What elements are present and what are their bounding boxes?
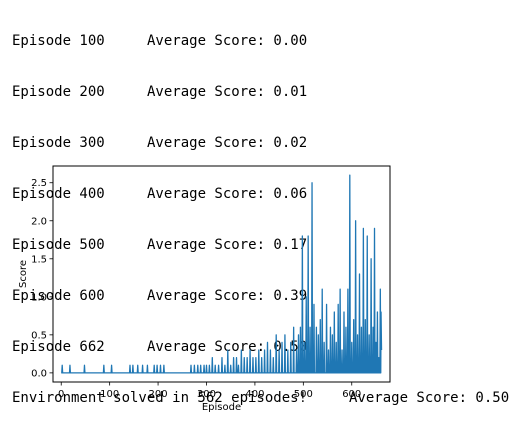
y-axis-label: Score — [18, 260, 29, 288]
x-tick-label: 0 — [58, 389, 64, 400]
average-score-label: Average Score: 0.02 — [147, 135, 307, 151]
x-tick-label: 600 — [342, 389, 361, 400]
y-tick-label: 1.5 — [31, 254, 47, 265]
episode-label: Episode 100 — [12, 33, 147, 50]
x-tick-label: 400 — [245, 389, 264, 400]
score-series-line — [61, 175, 381, 373]
console-line: Episode 100 Average Score: 0.00 — [12, 33, 509, 50]
console-line: Episode 200 Average Score: 0.01 — [12, 84, 509, 101]
average-score-label: Average Score: 0.00 — [147, 33, 307, 49]
x-axis: 0 100 200 300 400 500 600 — [58, 382, 361, 400]
console-line: Episode 300 Average Score: 0.02 — [12, 135, 509, 152]
y-tick-label: 2.0 — [31, 216, 47, 227]
score-chart: 0 100 200 300 400 500 600 0.0 0.5 1.0 1.5 2.0 2.5 E… — [0, 156, 522, 412]
y-tick-label: 0.5 — [31, 330, 47, 341]
episode-label: Episode 300 — [12, 135, 147, 152]
x-tick-label: 500 — [294, 389, 313, 400]
x-tick-label: 300 — [197, 389, 216, 400]
y-tick-label: 2.5 — [31, 178, 47, 189]
average-score-label: Average Score: 0.01 — [147, 84, 307, 100]
y-tick-label: 1.0 — [31, 292, 47, 303]
x-tick-label: 100 — [100, 389, 119, 400]
y-tick-label: 0.0 — [31, 368, 47, 379]
x-tick-label: 200 — [149, 389, 168, 400]
plot-area — [61, 175, 381, 373]
episode-label: Episode 200 — [12, 84, 147, 101]
y-axis: 0.0 0.5 1.0 1.5 2.0 2.5 — [31, 178, 53, 379]
x-axis-label: Episode — [202, 402, 241, 412]
